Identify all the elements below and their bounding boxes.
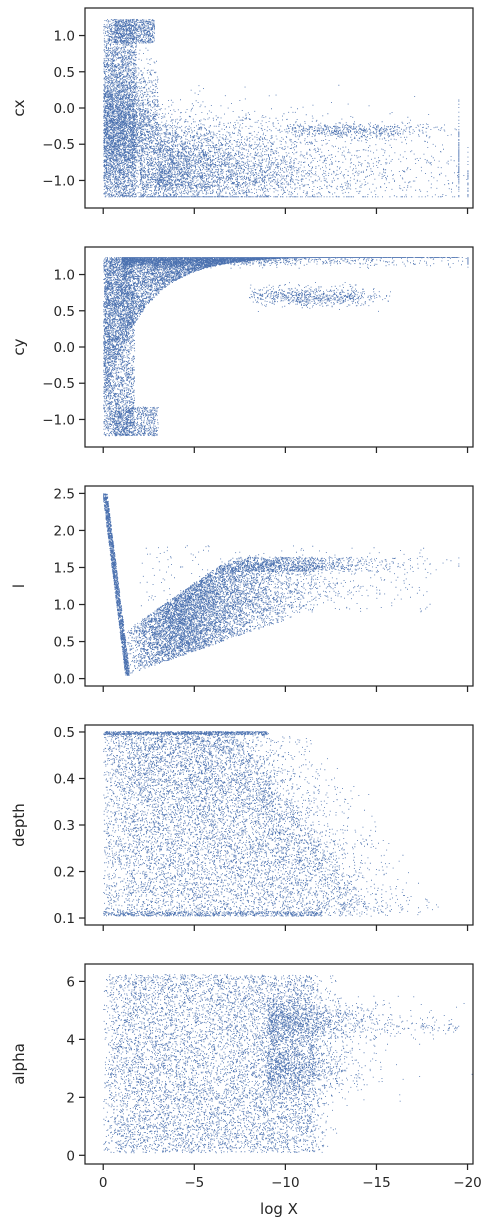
y-tick-label: 2.5 (54, 486, 75, 502)
y-tick-label: 0.5 (54, 304, 75, 320)
yticks-l: 0.0 0.5 1.0 1.5 2.0 2.5 (54, 486, 85, 688)
yticks-depth: 0.1 0.2 0.3 0.4 0.5 (54, 725, 85, 927)
y-tick-label: 0.5 (54, 725, 75, 741)
y-tick-label: −0.5 (42, 137, 75, 153)
y-tick-label: 1.0 (54, 268, 75, 284)
yticks-cy: 1.0 0.5 0.0 −0.5 −1.0 (42, 268, 85, 428)
xticks-cy (102, 447, 469, 453)
xticks-alpha: 0 −5 −10 −15 −20 (99, 1164, 482, 1191)
points-depth (103, 731, 439, 917)
y-tick-label: 0 (66, 1148, 75, 1164)
x-tick-label: −10 (271, 1175, 300, 1191)
y-tick-label: 0.0 (54, 101, 75, 117)
y-tick-label: 0.3 (54, 818, 75, 834)
panel-cy: 1.0 0.5 0.0 −0.5 −1.0 cy (10, 246, 474, 453)
panel-cx: 1.0 0.5 0.0 −0.5 −1.0 cx (10, 7, 474, 214)
yticks-alpha: 0 2 4 6 (66, 974, 85, 1164)
points-cy (103, 257, 469, 437)
y-tick-label: 0.5 (54, 635, 75, 651)
x-tick-label: −15 (362, 1175, 391, 1191)
y-tick-label: 1.0 (54, 598, 75, 614)
panel-depth: 0.1 0.2 0.3 0.4 0.5 depth (10, 724, 474, 931)
y-tick-label: −1.0 (42, 412, 75, 428)
y-tick-label: 2.0 (54, 523, 75, 539)
y-tick-label: 0.1 (54, 911, 75, 927)
ylabel-l: l (10, 584, 28, 588)
y-tick-label: 0.5 (54, 65, 75, 81)
scatter-points (103, 493, 460, 676)
y-tick-label: 1.5 (54, 560, 75, 576)
scatter-points (103, 18, 469, 198)
x-axis-label: log X (260, 1200, 298, 1218)
ylabel-alpha: alpha (10, 1043, 28, 1085)
ylabel-cy: cy (10, 338, 28, 355)
y-tick-label: 4 (66, 1032, 75, 1048)
panel-alpha: 0 2 4 6 0 −5 −10 −15 −20 alpha (10, 963, 482, 1191)
axes-frame-alpha (84, 963, 474, 1165)
xticks-cx (102, 208, 469, 214)
x-tick-label: −5 (184, 1175, 204, 1191)
y-tick-label: 0.0 (54, 672, 75, 688)
y-tick-label: 0.4 (54, 771, 75, 787)
y-tick-label: 1.0 (54, 29, 75, 45)
y-tick-label: 2 (66, 1090, 75, 1106)
points-cx (103, 18, 469, 198)
scatter-points (103, 731, 439, 917)
y-tick-label: −1.0 (42, 173, 75, 189)
xticks-depth (102, 925, 469, 931)
panel-l: 0.0 0.5 1.0 1.5 2.0 2.5 l (10, 485, 474, 692)
yticks-cx: 1.0 0.5 0.0 −0.5 −1.0 (42, 29, 85, 189)
y-tick-label: 0.2 (54, 865, 75, 881)
y-tick-label: 6 (66, 974, 75, 990)
x-tick-label: 0 (99, 1175, 108, 1191)
ylabel-cx: cx (10, 99, 28, 116)
y-tick-label: −0.5 (42, 376, 75, 392)
ylabel-depth: depth (10, 803, 28, 847)
points-l (103, 493, 460, 676)
axes-frame-l (84, 485, 474, 687)
points-alpha (103, 974, 473, 1154)
y-tick-label: 0.0 (54, 340, 75, 356)
scatter-points (103, 974, 473, 1154)
xticks-l (102, 686, 469, 692)
scatter-points (103, 257, 469, 437)
x-tick-label: −20 (453, 1175, 482, 1191)
